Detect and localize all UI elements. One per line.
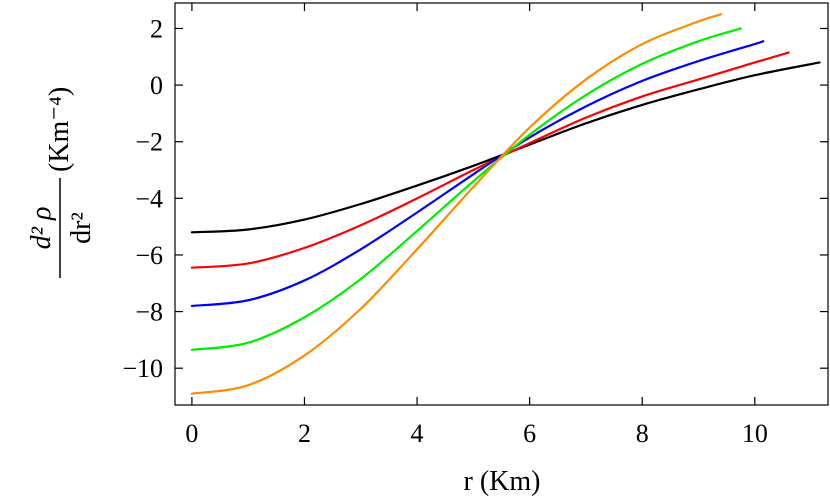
x-tick-label: 6 <box>523 419 536 448</box>
y-tick-label: −8 <box>135 298 163 327</box>
x-tick-label: 8 <box>636 419 649 448</box>
series-line-5 <box>190 13 723 395</box>
y-tick-label: −4 <box>135 184 163 213</box>
y-tick-label: 0 <box>150 71 163 100</box>
y-tick-label: −6 <box>135 241 163 270</box>
x-axis-label: r (Km) <box>464 466 541 497</box>
y-axis-label: d² ρ dr² (Km⁻⁴) <box>26 87 97 278</box>
y-axis-label-numerator: d² ρ <box>26 207 57 250</box>
series-line-3 <box>190 40 765 308</box>
y-axis-ticks: 2 0 −2 −4 −6 −8 −10 <box>122 14 828 383</box>
x-tick-label: 0 <box>185 419 198 448</box>
y-axis-label-unit: (Km⁻⁴) <box>44 87 75 172</box>
plot-frame <box>174 2 829 406</box>
series-lines <box>190 13 821 395</box>
y-tick-label: −2 <box>135 128 163 157</box>
series-line-1 <box>190 61 821 234</box>
x-tick-label: 4 <box>411 419 424 448</box>
y-axis-label-denominator: dr² <box>66 212 97 244</box>
y-tick-label: 2 <box>150 14 163 43</box>
x-tick-label: 2 <box>298 419 311 448</box>
x-tick-label: 10 <box>742 419 768 448</box>
y-tick-label: −10 <box>122 354 163 383</box>
series-line-4 <box>190 27 742 351</box>
x-axis-ticks: 0 2 4 6 8 10 <box>185 3 768 448</box>
